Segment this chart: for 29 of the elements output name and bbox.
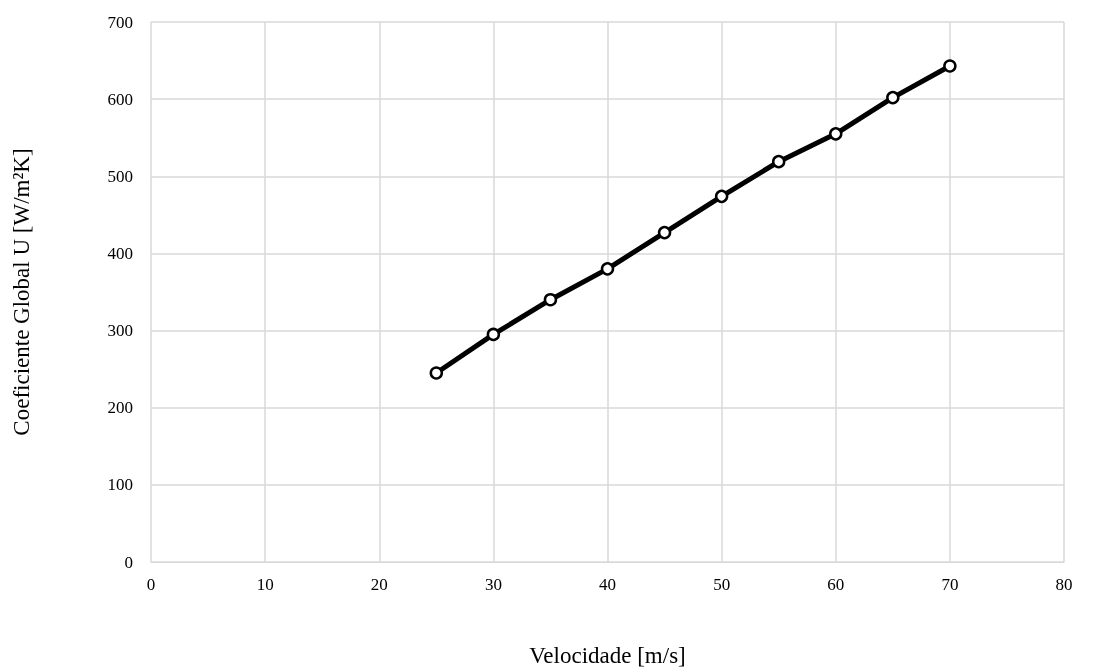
x-axis-title: Velocidade [m/s] (529, 643, 686, 668)
x-tick-label: 70 (941, 575, 959, 594)
y-tick-label: 0 (124, 552, 133, 572)
y-tick-label: 500 (107, 166, 133, 186)
y-tick-label: 600 (107, 89, 133, 109)
y-axis-title: Coeficiente Global U [W/m²K] (9, 148, 34, 436)
point (829, 127, 843, 141)
point (886, 90, 900, 105)
y-tick-label: 300 (107, 321, 133, 341)
point (543, 292, 558, 307)
x-tick-label: 0 (146, 575, 156, 594)
x-tick-label: 30 (484, 575, 502, 594)
point (600, 262, 615, 276)
point (657, 225, 672, 240)
y-tick-label: 700 (107, 12, 133, 32)
x-tick-label: 40 (599, 575, 616, 594)
x-tick-label: 60 (827, 575, 845, 594)
point (714, 189, 729, 204)
x-tick-label: 80 (1055, 575, 1073, 594)
point (486, 327, 501, 342)
x-tick-label: 20 (370, 575, 388, 594)
y-tick-label: 200 (107, 398, 133, 418)
y-tick-label: 400 (107, 243, 133, 263)
point (771, 154, 786, 169)
point (429, 366, 444, 380)
point (943, 59, 957, 73)
x-tick-label: 10 (256, 575, 274, 594)
y-tick-label: 100 (107, 475, 133, 495)
x-tick-label: 50 (713, 575, 731, 594)
